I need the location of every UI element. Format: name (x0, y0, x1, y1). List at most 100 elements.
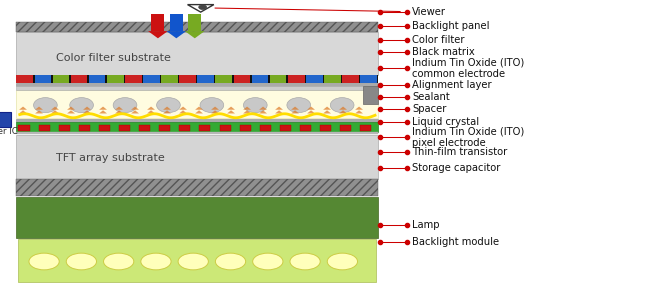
Text: Viewer: Viewer (412, 7, 446, 16)
Ellipse shape (215, 253, 245, 270)
Bar (18, 125, 30, 131)
Polygon shape (83, 110, 91, 113)
Ellipse shape (103, 253, 134, 270)
Polygon shape (211, 110, 219, 113)
Bar (16, 197, 378, 238)
Bar (232, 75, 234, 83)
Polygon shape (115, 107, 123, 110)
Ellipse shape (34, 98, 57, 113)
Bar (341, 75, 342, 83)
Bar (320, 125, 331, 131)
Text: Lamp: Lamp (412, 220, 440, 230)
Polygon shape (35, 107, 43, 110)
Bar (51, 75, 53, 83)
Bar (234, 75, 250, 83)
Text: Backlight module: Backlight module (412, 238, 499, 247)
Bar (79, 125, 90, 131)
Bar (89, 75, 105, 83)
Text: Backlight panel: Backlight panel (412, 22, 490, 31)
Bar (16, 135, 378, 179)
Bar (322, 75, 324, 83)
Ellipse shape (70, 98, 93, 113)
Ellipse shape (290, 253, 320, 270)
Text: Spacer: Spacer (412, 104, 446, 114)
Bar (270, 75, 286, 83)
Bar (250, 75, 251, 83)
Polygon shape (166, 31, 186, 38)
Polygon shape (67, 107, 75, 110)
Bar (361, 75, 377, 83)
Bar (179, 75, 196, 83)
Bar (361, 125, 371, 131)
Polygon shape (211, 107, 219, 110)
Polygon shape (275, 107, 283, 110)
Polygon shape (243, 107, 251, 110)
Polygon shape (291, 110, 299, 113)
Polygon shape (355, 110, 363, 113)
Bar (16, 119, 378, 122)
Bar (220, 125, 230, 131)
Bar (70, 75, 88, 83)
Bar (159, 125, 170, 131)
Bar (363, 86, 378, 104)
Polygon shape (131, 110, 139, 113)
Polygon shape (307, 110, 315, 113)
Polygon shape (185, 31, 205, 38)
Polygon shape (99, 110, 107, 113)
Bar (35, 75, 51, 83)
Polygon shape (147, 110, 155, 113)
Ellipse shape (157, 98, 180, 113)
Polygon shape (323, 110, 331, 113)
Bar (216, 75, 232, 83)
Bar (107, 75, 124, 83)
Bar (377, 75, 378, 83)
Bar (105, 75, 107, 83)
Polygon shape (131, 107, 139, 110)
Ellipse shape (141, 253, 171, 270)
Bar (124, 75, 125, 83)
Bar (18, 239, 376, 282)
Bar (53, 75, 69, 83)
Polygon shape (259, 110, 267, 113)
Bar (16, 122, 378, 132)
Bar (141, 75, 143, 83)
Bar (178, 75, 179, 83)
Polygon shape (339, 107, 347, 110)
Polygon shape (291, 107, 299, 110)
Bar (286, 75, 288, 83)
Polygon shape (243, 110, 251, 113)
Bar (160, 75, 161, 83)
Polygon shape (51, 107, 59, 110)
Bar (16, 75, 33, 83)
Bar (88, 75, 89, 83)
Polygon shape (19, 107, 27, 110)
Bar (16, 32, 378, 75)
Bar (305, 75, 306, 83)
Polygon shape (83, 107, 91, 110)
Text: Indium Tin Oxide (ITO)
common electrode: Indium Tin Oxide (ITO) common electrode (412, 57, 524, 79)
Ellipse shape (200, 98, 224, 113)
Bar (340, 125, 351, 131)
Bar (306, 75, 322, 83)
Bar (16, 90, 378, 118)
Polygon shape (339, 110, 347, 113)
Polygon shape (147, 107, 155, 110)
Bar (240, 125, 251, 131)
Polygon shape (323, 107, 331, 110)
Polygon shape (163, 110, 171, 113)
Bar (288, 75, 305, 83)
Bar (59, 125, 70, 131)
Text: Color filter: Color filter (412, 35, 465, 45)
Polygon shape (163, 107, 171, 110)
Bar (0, 112, 11, 127)
Bar (99, 125, 110, 131)
Bar (196, 75, 197, 83)
Bar (300, 125, 311, 131)
Ellipse shape (330, 98, 354, 113)
Text: Liquid crystal: Liquid crystal (412, 117, 479, 126)
Text: Sealant: Sealant (412, 92, 449, 102)
Ellipse shape (287, 98, 311, 113)
Polygon shape (148, 31, 168, 38)
Bar (251, 75, 268, 83)
Bar (16, 179, 378, 196)
